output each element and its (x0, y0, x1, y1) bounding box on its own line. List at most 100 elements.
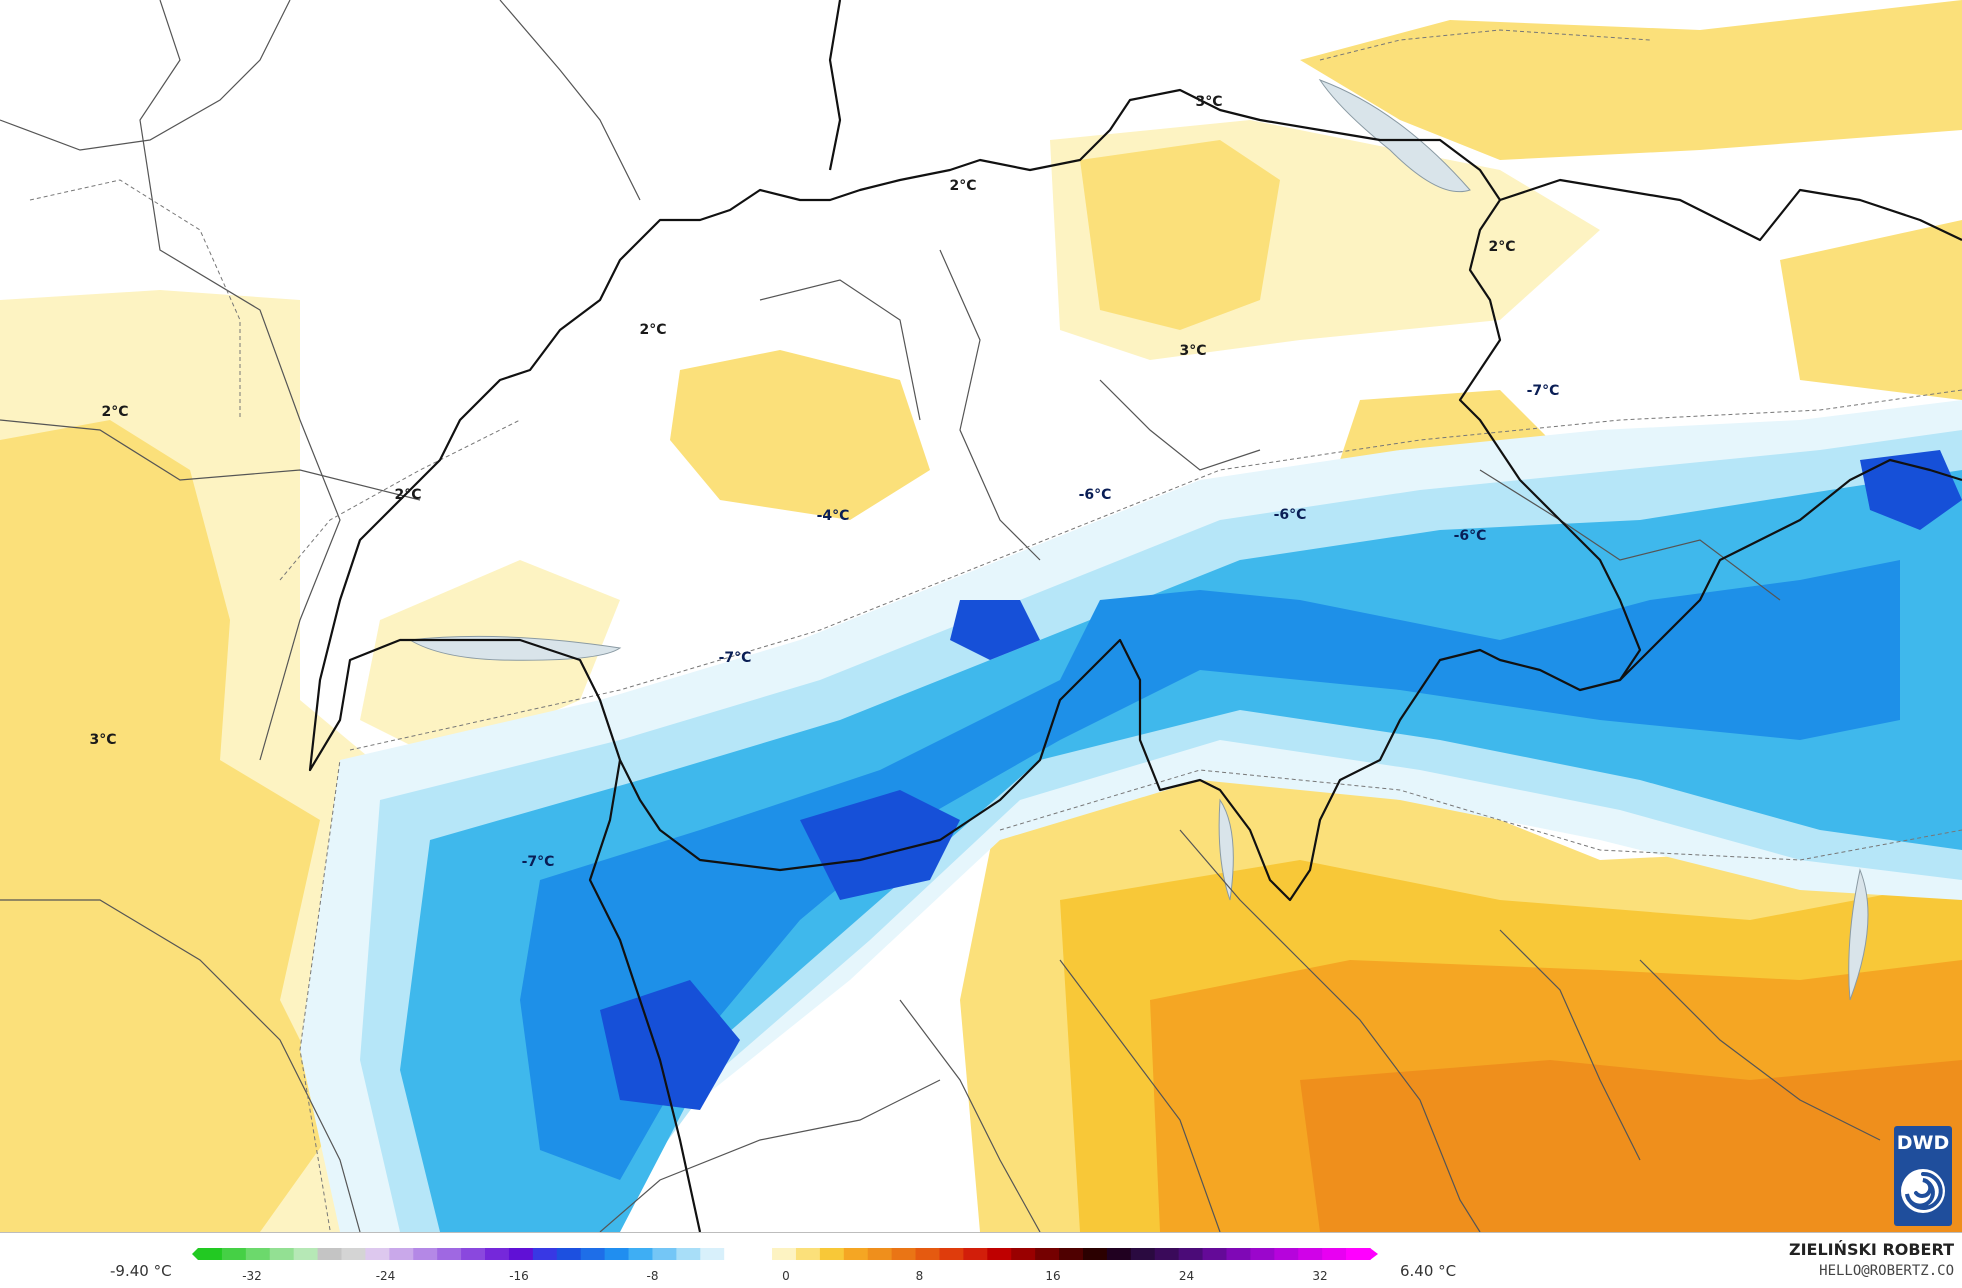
color-scale-tick-label: 16 (1045, 1269, 1060, 1282)
color-scale-swatch (652, 1248, 677, 1260)
italy-austria-border (1619, 458, 1962, 681)
dwd-logo-text: DWD (1896, 1132, 1950, 1154)
color-scale-swatch (748, 1248, 773, 1260)
temperature-label: 2°C (949, 178, 977, 194)
author-name: ZIELIŃSKI ROBERT (1788, 1240, 1954, 1259)
color-scale: -32 -24 -16 -8 0 8 16 24 32 (192, 1248, 1378, 1282)
color-scale-swatch (485, 1248, 510, 1260)
temperature-label: -7°C (1526, 383, 1560, 399)
color-scale-swatch (413, 1248, 438, 1260)
color-scale-swatch (580, 1248, 606, 1260)
color-scale-swatch (1035, 1248, 1060, 1260)
color-scale-swatch (461, 1248, 486, 1260)
color-scale-swatch (508, 1248, 534, 1260)
color-scale-swatch (317, 1248, 343, 1260)
color-scale-swatch (1202, 1248, 1228, 1260)
color-scale-swatch (939, 1248, 964, 1260)
color-scale-ticks: -32 -24 -16 -8 0 8 16 24 32 (242, 1269, 1327, 1282)
color-scale-swatch (1154, 1248, 1180, 1260)
swiss-border (308, 88, 1642, 902)
color-scale-swatch (1178, 1248, 1204, 1260)
germany-france-border (828, 0, 842, 171)
color-scale-tick-label: 8 (916, 1269, 924, 1282)
color-scale-tick-label: -8 (647, 1269, 659, 1282)
color-scale-swatch (245, 1248, 271, 1260)
lake-como (1848, 868, 1869, 1001)
color-scale-swatch (198, 1248, 223, 1260)
color-scale-swatch (843, 1248, 869, 1260)
temperature-label: -4°C (816, 508, 850, 524)
color-scale-swatch (867, 1248, 893, 1260)
color-scale-tick-label: 32 (1312, 1269, 1327, 1282)
temperature-field (0, 0, 1962, 1232)
cold-zone-deep-sw (600, 980, 740, 1110)
color-scale-swatch (1274, 1248, 1299, 1260)
color-scale-swatch (724, 1248, 749, 1260)
color-scale-cap-left (192, 1248, 198, 1260)
color-scale-swatch (1106, 1248, 1132, 1260)
warm-zone-north (1300, 0, 1962, 160)
cold-zone-deep-ne (1860, 450, 1962, 530)
temperature-label: 2°C (639, 322, 667, 338)
color-scale-swatch (437, 1248, 462, 1260)
dwd-swirl-icon (1901, 1169, 1945, 1213)
color-scale-swatch (915, 1248, 941, 1260)
temperature-label: 2°C (1488, 239, 1516, 255)
temperature-label: -7°C (718, 650, 752, 666)
color-scale-cap-right (1370, 1248, 1378, 1260)
color-scale-swatch (963, 1248, 988, 1260)
color-scale-swatches (192, 1248, 1378, 1260)
author-email: HELLO@ROBERTZ.CO (1819, 1263, 1954, 1279)
warm-zone-swiss-north (1080, 140, 1280, 330)
color-scale-swatch (1346, 1248, 1371, 1260)
color-scale-swatch (293, 1248, 319, 1260)
isotherm-contours (29, 29, 1962, 1231)
color-scale-swatch (341, 1248, 367, 1260)
color-scale-swatch (1250, 1248, 1275, 1260)
color-scale-swatch (269, 1248, 295, 1260)
orange-zone-po-deep (1300, 1060, 1962, 1232)
temperature-label: -6°C (1453, 528, 1487, 544)
temperature-label: 3°C (1195, 94, 1223, 110)
cold-zone-mid (520, 560, 1900, 1180)
regional-borders (0, 0, 1881, 1232)
color-scale-tick-label: -16 (509, 1269, 529, 1282)
color-scale-tick-label: -32 (242, 1269, 262, 1282)
warm-zone-northeast (1780, 220, 1962, 400)
color-scale-swatch (987, 1248, 1012, 1260)
temperature-label: -7°C (521, 854, 555, 870)
lake-constance (1318, 78, 1471, 193)
cold-zone-deep-center (950, 600, 1040, 660)
color-scale-swatch (1130, 1248, 1156, 1260)
warm-zone-west-core (0, 420, 340, 1232)
color-scale-swatch (1011, 1248, 1036, 1260)
color-scale-swatch (1322, 1248, 1347, 1260)
color-scale-swatch (795, 1248, 821, 1260)
color-scale-tick-label: -24 (376, 1269, 396, 1282)
color-scale-swatch (556, 1248, 582, 1260)
warm-zone-jura (670, 350, 930, 520)
color-scale-swatch (389, 1248, 414, 1260)
temperature-label: 3°C (89, 732, 117, 748)
color-scale-swatch (676, 1248, 701, 1260)
color-scale-swatch (772, 1248, 797, 1260)
temperature-label: 2°C (394, 487, 422, 503)
color-scale-swatch (1298, 1248, 1323, 1260)
color-scale-swatch (700, 1248, 725, 1260)
dwd-logo: DWD (1894, 1126, 1952, 1226)
color-scale-swatch (1082, 1248, 1108, 1260)
temperature-label: 3°C (1179, 343, 1207, 359)
scale-min-label: -9.40 °C (110, 1262, 172, 1280)
scale-max-label: 6.40 °C (1400, 1262, 1457, 1280)
color-scale-swatch (1059, 1248, 1084, 1260)
lake-maggiore (1218, 798, 1234, 901)
color-scale-swatch (532, 1248, 558, 1260)
color-scale-swatch (604, 1248, 630, 1260)
color-scale-swatch (819, 1248, 845, 1260)
temperature-label: -6°C (1273, 507, 1307, 523)
color-scale-swatch (1226, 1248, 1252, 1260)
austria-germany-border (1499, 178, 1962, 242)
color-scale-tick-label: 24 (1179, 1269, 1194, 1282)
lake-geneva (408, 635, 622, 661)
color-scale-swatch (365, 1248, 390, 1260)
